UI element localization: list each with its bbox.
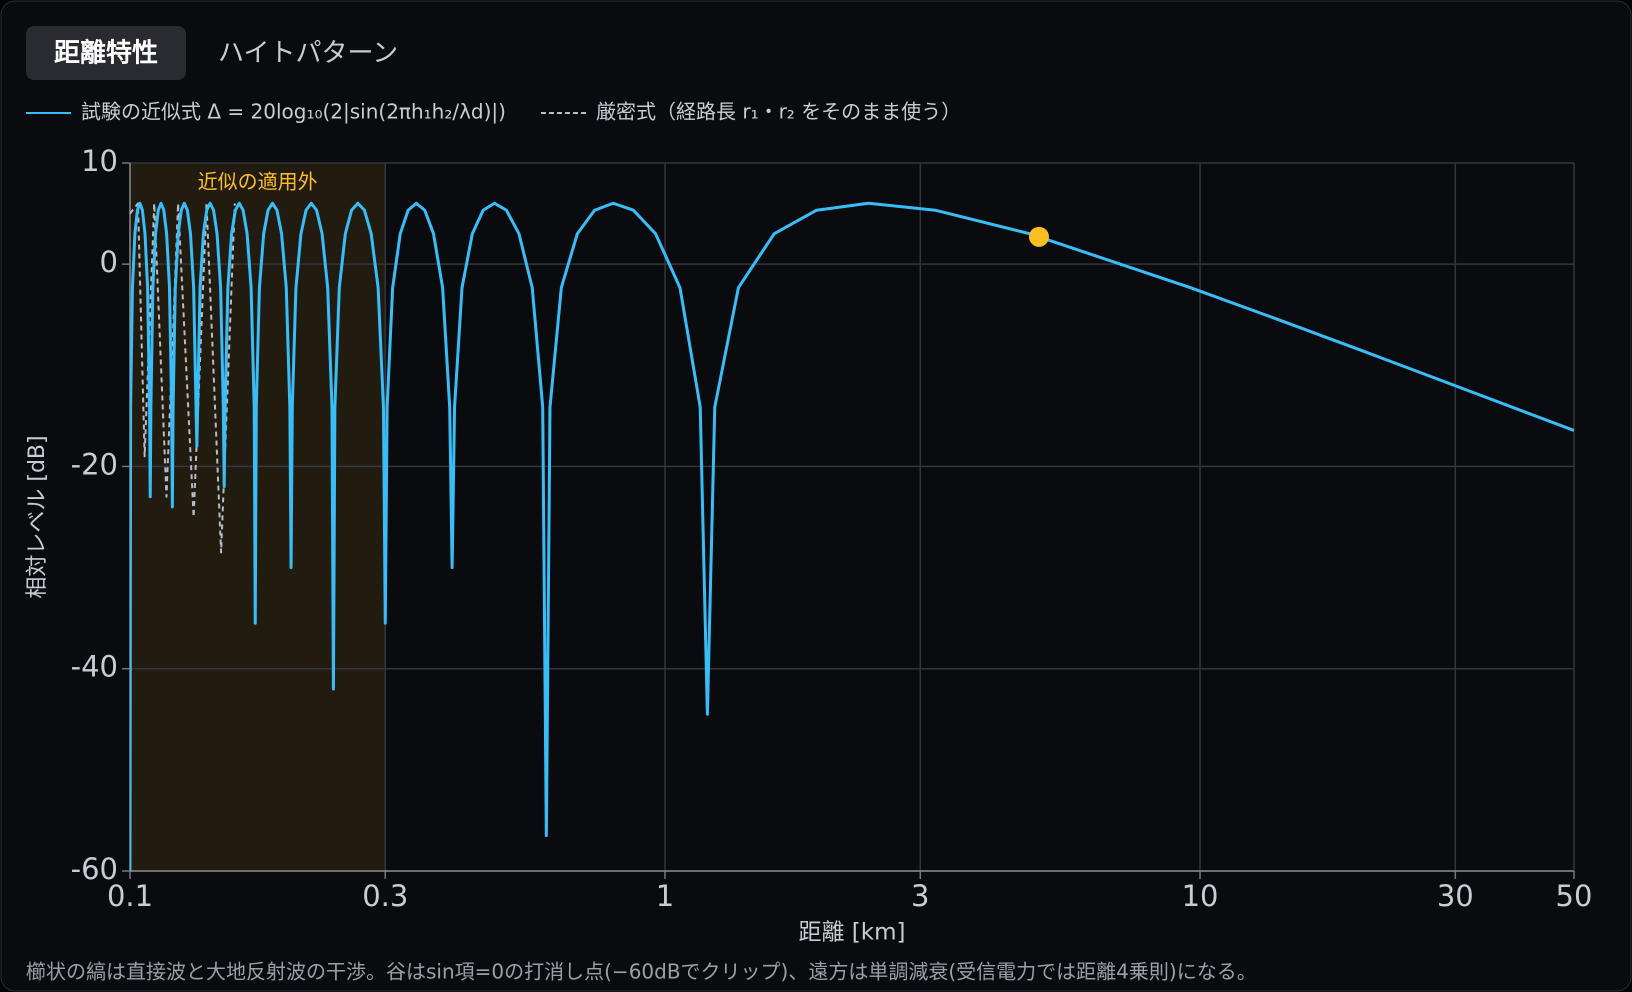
x-tick-label: 3 xyxy=(911,879,929,913)
active-tab-bg xyxy=(26,26,186,80)
legend-label: 厳密式（経路長 r₁・r₂ をそのまま使う） xyxy=(596,100,961,124)
region-label: 近似の適用外 xyxy=(198,170,318,194)
x-axis-label: 距離 [km] xyxy=(799,920,906,946)
shaded-region xyxy=(130,163,386,871)
y-tick-label: 10 xyxy=(81,144,118,178)
tab[interactable]: 距離特性 xyxy=(54,38,158,69)
y-tick-label: -60 xyxy=(71,852,118,886)
x-tick-label: 30 xyxy=(1437,879,1474,913)
series-line xyxy=(130,201,1574,872)
y-tick-label: 0 xyxy=(100,245,118,279)
x-tick-label: 0.3 xyxy=(362,879,408,913)
x-tick-label: 10 xyxy=(1182,879,1219,913)
series-line xyxy=(130,202,236,554)
y-tick-label: -20 xyxy=(71,447,118,481)
x-tick-label: 0.1 xyxy=(107,879,153,913)
legend-label: 試験の近似式 Δ = 20log₁₀(2|sin(2πh₁h₂/λd)|) xyxy=(81,100,506,124)
footnote: 櫛状の縞は直接波と大地反射波の干渉。谷はsin項=0の打消し点(−60dBでクリ… xyxy=(26,960,1257,984)
y-axis-label: 相対レベル [dB] xyxy=(25,435,50,598)
y-tick-label: -40 xyxy=(71,650,118,684)
marker-point xyxy=(1028,226,1049,247)
tab[interactable]: ハイトパターン xyxy=(218,39,398,69)
x-tick-label: 1 xyxy=(656,879,674,913)
x-tick-label: 50 xyxy=(1556,879,1593,913)
